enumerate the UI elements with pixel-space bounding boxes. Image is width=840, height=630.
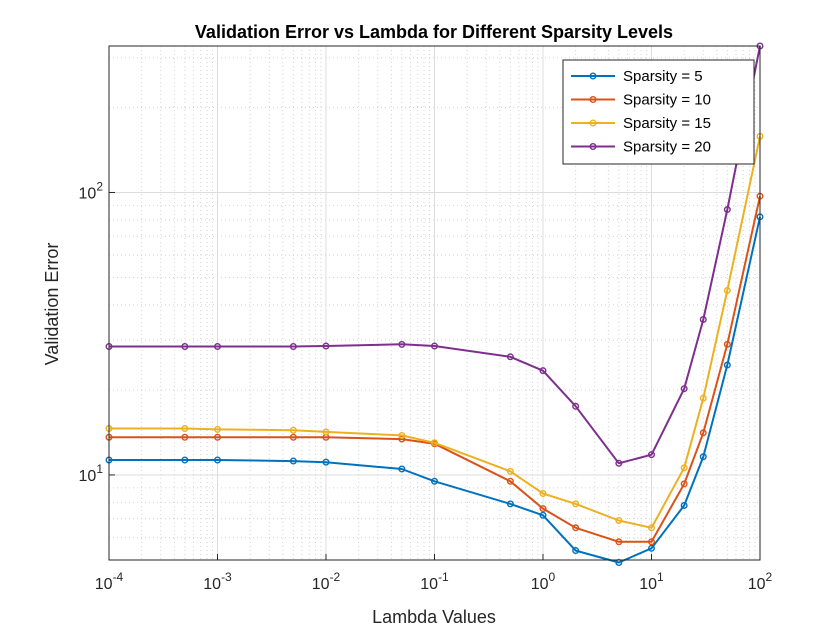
data-point: [398, 431, 406, 439]
x-axis: 10-4 10-3 10-2 10-1 100 101 102: [95, 554, 773, 593]
x-tick-label: 10-1: [420, 570, 449, 593]
data-point: [572, 402, 580, 410]
data-point: [723, 340, 731, 348]
data-point: [615, 459, 623, 467]
data-point: [431, 439, 439, 447]
data-point: [289, 457, 297, 465]
y-axis: 101 102: [79, 179, 115, 485]
x-tick-label: 102: [748, 570, 773, 593]
data-point: [572, 547, 580, 555]
data-point: [181, 433, 189, 441]
x-tick-label: 10-3: [203, 570, 232, 593]
data-point: [539, 489, 547, 497]
data-point: [680, 464, 688, 472]
data-point: [398, 465, 406, 473]
data-point: [699, 429, 707, 437]
legend: Sparsity = 5 Sparsity = 10 Sparsity = 15 Sp…: [562, 59, 755, 165]
data-point: [723, 206, 731, 214]
legend-item: Sparsity = 5: [571, 68, 703, 85]
data-point: [723, 286, 731, 294]
series-line: [109, 195, 761, 543]
y-tick-label: 101: [79, 462, 104, 485]
legend-item: Sparsity = 15: [571, 115, 711, 132]
y-axis-label: Validation Error: [42, 243, 62, 366]
data-point: [213, 425, 221, 433]
data-point: [289, 426, 297, 434]
data-point: [680, 385, 688, 393]
data-point: [431, 477, 439, 485]
data-point: [572, 500, 580, 508]
data-point: [213, 456, 221, 464]
data-point: [506, 500, 514, 508]
data-point: [181, 425, 189, 433]
series-line: [109, 216, 761, 564]
legend-item: Sparsity = 20: [571, 139, 711, 156]
data-point: [572, 524, 580, 532]
data-point: [213, 342, 221, 350]
data-point: [322, 342, 330, 350]
y-tick-label: 102: [79, 179, 104, 202]
series-3: [105, 132, 764, 532]
legend-label: Sparsity = 5: [623, 68, 703, 85]
data-point: [680, 480, 688, 488]
data-point: [680, 501, 688, 509]
x-tick-label: 100: [531, 570, 556, 593]
data-point: [699, 316, 707, 324]
series-line: [109, 45, 761, 465]
legend-label: Sparsity = 15: [623, 115, 711, 132]
data-point: [181, 456, 189, 464]
data-point: [648, 544, 656, 552]
series-4: [105, 42, 764, 467]
data-point: [539, 505, 547, 513]
data-point: [539, 511, 547, 519]
data-point: [213, 433, 221, 441]
series-layer: [105, 42, 764, 566]
data-point: [723, 361, 731, 369]
x-tick-label: 10-2: [312, 570, 341, 593]
data-point: [699, 453, 707, 461]
legend-label: Sparsity = 10: [623, 92, 711, 109]
data-point: [615, 538, 623, 546]
legend-swatch-marker: [589, 95, 597, 103]
data-point: [506, 477, 514, 485]
legend-item: Sparsity = 10: [571, 92, 711, 109]
series-1: [105, 213, 764, 566]
x-tick-label: 101: [639, 570, 664, 593]
data-point: [648, 538, 656, 546]
data-point: [615, 516, 623, 524]
x-tick-label: 10-4: [95, 570, 124, 593]
data-point: [506, 353, 514, 361]
data-point: [289, 433, 297, 441]
legend-swatch-marker: [589, 119, 597, 127]
legend-label: Sparsity = 20: [623, 139, 711, 156]
data-point: [648, 524, 656, 532]
legend-swatch-marker: [589, 142, 597, 150]
data-point: [506, 467, 514, 475]
data-point: [322, 428, 330, 436]
chart-title: Validation Error vs Lambda for Different…: [195, 22, 673, 42]
legend-swatch-marker: [589, 72, 597, 80]
data-point: [181, 342, 189, 350]
data-point: [431, 342, 439, 350]
data-point: [289, 342, 297, 350]
data-point: [699, 394, 707, 402]
data-point: [539, 367, 547, 375]
series-line: [109, 136, 761, 529]
data-point: [398, 340, 406, 348]
data-point: [322, 458, 330, 466]
x-axis-label: Lambda Values: [372, 607, 496, 627]
data-point: [648, 451, 656, 459]
